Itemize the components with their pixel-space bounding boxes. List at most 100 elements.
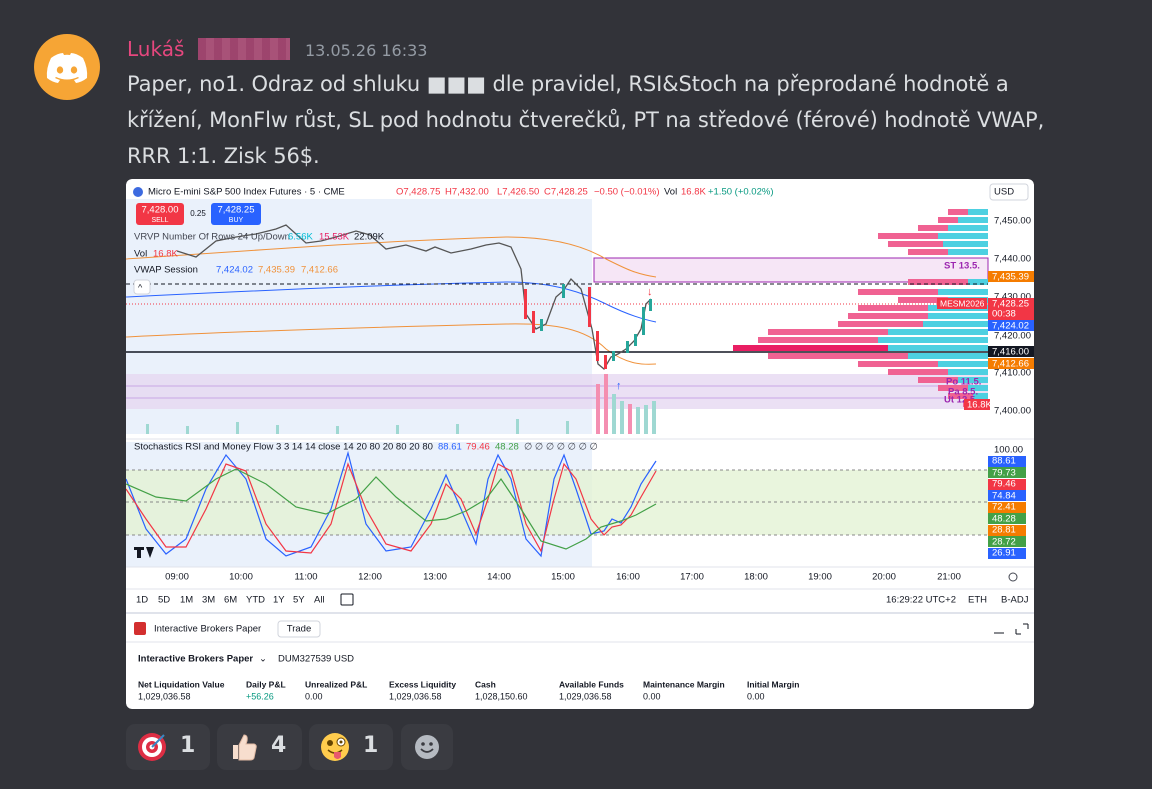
sell-button[interactable]: [136, 203, 184, 225]
column-label: Available Funds: [559, 679, 624, 689]
collapse-button[interactable]: [133, 279, 151, 295]
range-buttons: 1D 5D 1M 3M 6M YTD 1Y 5Y All: [136, 595, 325, 606]
stoch-title: Stochastics RSI and Money Flow 3 3 14 14…: [134, 442, 433, 453]
author[interactable]: Lukáš: [127, 37, 185, 61]
column-label: Unrealized P&L: [305, 679, 367, 689]
broker-icon: [134, 622, 146, 635]
emoji-zany-part: [334, 752, 341, 759]
time-tick: 12:00: [358, 572, 382, 583]
volume-bars-part: [604, 374, 608, 434]
add-reaction-icon-part: [429, 742, 433, 746]
price-badge: [988, 298, 1034, 320]
volume-bars-part: [146, 424, 149, 434]
status-session[interactable]: ETH: [968, 595, 987, 606]
column-label: Maintenance Margin: [643, 679, 725, 689]
volume-profile-part: [878, 233, 988, 239]
volume-profile-part: [858, 361, 988, 367]
currency-dropdown[interactable]: [989, 183, 1029, 201]
volume-bars-part: [186, 426, 189, 434]
time-tick: 11:00: [294, 572, 317, 583]
emoji-target: [138, 733, 166, 761]
add-reaction[interactable]: [401, 724, 453, 770]
price-badge: [988, 358, 1034, 369]
emoji-zany-part: [339, 740, 343, 744]
volume-profile-part: [938, 233, 988, 239]
sell-label: SELL: [151, 217, 168, 224]
range-button[interactable]: 6M: [224, 595, 237, 606]
range-button[interactable]: 3M: [202, 595, 215, 606]
range-button[interactable]: All: [314, 595, 325, 606]
volume-profile: [733, 209, 988, 407]
candles-part: [532, 311, 535, 333]
avatar[interactable]: [34, 34, 100, 100]
stoch-badge-text: 79.46: [992, 479, 1016, 490]
reaction[interactable]: 1: [309, 724, 393, 770]
volume-bars-part: [644, 405, 648, 434]
account-chevron: ⌄: [259, 654, 267, 665]
reaction[interactable]: 4: [217, 724, 302, 770]
volume-profile-part: [948, 369, 988, 375]
stoch-tick: 100.00: [994, 445, 1023, 456]
range-button[interactable]: YTD: [246, 595, 265, 606]
range-button[interactable]: 1Y: [273, 595, 285, 606]
volume-profile-part: [878, 337, 988, 343]
volume-change: +1.50 (+0.02%): [708, 187, 774, 198]
stoch-badges-part: [988, 548, 1026, 559]
emoji-thumbs-up-part: [238, 734, 257, 761]
zone-box: [593, 257, 989, 283]
volume-bars-part: [612, 394, 616, 434]
account-broker[interactable]: Interactive Brokers Paper: [138, 654, 253, 665]
vol-label: Vol: [134, 249, 147, 260]
price-tick: 7,400.00: [994, 406, 1031, 417]
range-button[interactable]: 5D: [158, 595, 170, 606]
add-reaction-icon-part: [415, 735, 439, 759]
add-reaction-icon: [415, 735, 439, 759]
account-columns: Net Liquidation Value 1,029,036.58 Daily P…: [138, 679, 799, 701]
vrvp-value: 6.56K: [288, 232, 313, 243]
stoch-value: 79.46: [466, 442, 490, 453]
time-tick: 20:00: [872, 572, 896, 583]
volume-profile-part: [958, 377, 988, 383]
volume-profile-part: [948, 225, 988, 231]
stoch-value: 48.28: [495, 442, 519, 453]
volume-badge-text: 16.8K: [967, 400, 992, 411]
volume-profile-part: [948, 393, 988, 399]
range-button[interactable]: 1D: [136, 595, 148, 606]
settings-icon[interactable]: [1008, 572, 1018, 582]
chart-screenshot[interactable]: ↓ ↑ ^ Micro E-mini S&P 500 Index Futures…: [126, 179, 1034, 709]
range-button[interactable]: 1M: [180, 595, 193, 606]
buy-button[interactable]: [211, 203, 261, 225]
avatar-part: [46, 53, 88, 83]
column-label: Excess Liquidity: [389, 679, 456, 689]
avatar-part: [70, 66, 78, 74]
volume-bars-part: [516, 419, 519, 434]
vwap-upper: [126, 236, 657, 278]
stoch-badges-part: [988, 513, 1026, 524]
status-adjust[interactable]: B-ADJ: [1001, 595, 1029, 606]
price-tick: 7,430.00: [994, 292, 1031, 303]
column-label: Net Liquidation Value: [138, 679, 225, 689]
sell-arrow: ↓: [647, 286, 653, 298]
stoch-badge-text: 26.91: [992, 548, 1016, 559]
column-value: 1,029,036.58: [559, 691, 612, 701]
column-value: 1,029,036.58: [389, 691, 442, 701]
calendar-icon[interactable]: [340, 593, 354, 606]
volume-profile-part: [968, 279, 988, 285]
trade-button[interactable]: [277, 620, 321, 638]
candles-part: [596, 331, 599, 361]
column-value: 1,028,150.60: [475, 691, 528, 701]
stoch-badge-text: 48.28: [992, 514, 1016, 525]
range-button[interactable]: 5Y: [293, 595, 305, 606]
reaction[interactable]: 1: [126, 724, 210, 770]
price-badge-text: 7,424.02: [992, 321, 1029, 332]
volume-bars: [146, 374, 656, 434]
vwap-line: [126, 281, 657, 323]
volume-profile-part: [758, 337, 988, 343]
currency: USD: [994, 187, 1014, 198]
vwap-lower: [126, 323, 657, 365]
candles-part: [588, 287, 591, 327]
stoch-d: [126, 462, 657, 554]
candles-part: [642, 307, 645, 335]
price-badge-text: 7,412.66: [992, 359, 1029, 370]
expand-icon[interactable]: [1015, 623, 1029, 635]
